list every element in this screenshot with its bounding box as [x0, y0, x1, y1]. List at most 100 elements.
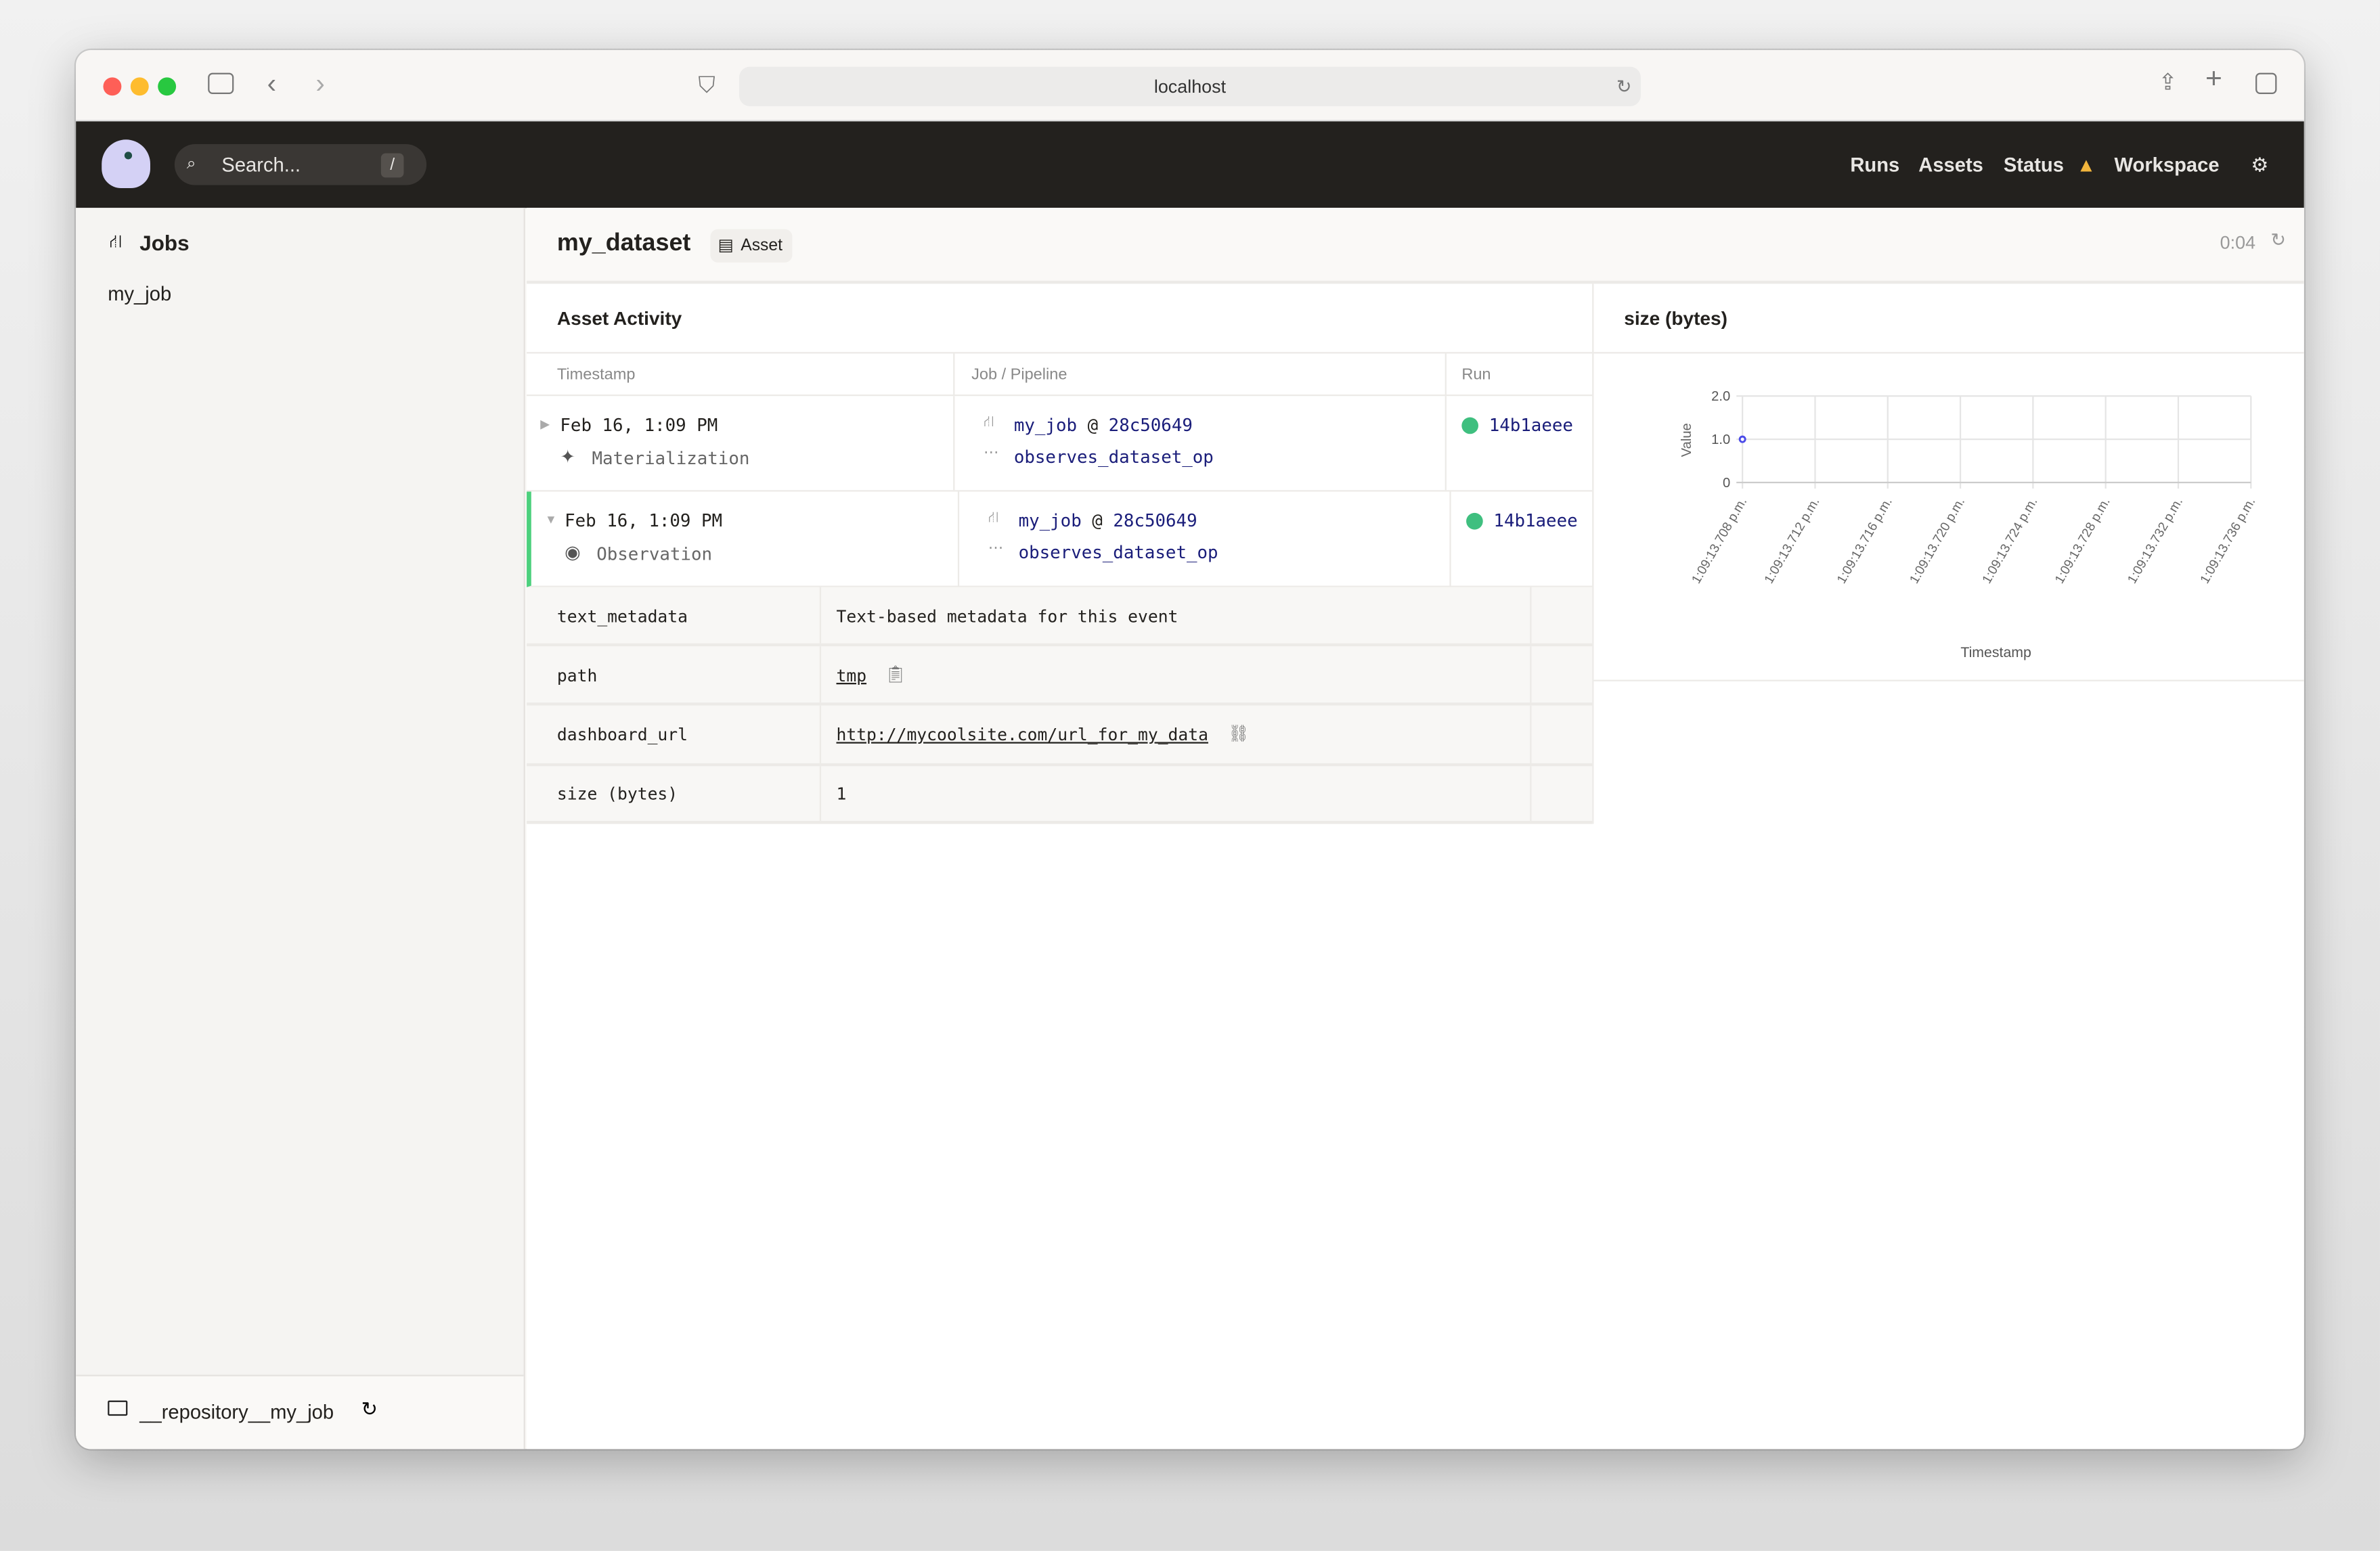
- metadata-row: dashboard_url http://mycoolsite.com/url_f…: [527, 705, 1593, 767]
- column-timestamp: Timestamp: [556, 365, 636, 384]
- at-sign: @: [1087, 414, 1099, 436]
- metadata-value[interactable]: tmp: [836, 665, 867, 685]
- asset-activity-panel: Asset Activity Timestamp Job / Pipeline …: [527, 284, 1594, 824]
- metadata-value: Text-based metadata for this event: [836, 606, 1178, 626]
- x-tick-label: 1:09:13.708 p.m.: [1690, 495, 1750, 586]
- link-icon[interactable]: ⛓: [1228, 725, 1250, 744]
- warning-icon: ▲: [2076, 153, 2096, 177]
- activity-title: Asset Activity: [556, 308, 682, 330]
- x-tick-label: 1:09:13.736 p.m.: [2198, 495, 2259, 586]
- chart-panel: size (bytes) 1:09:13.708 p.m. 1:09:13.712…: [1593, 284, 2304, 681]
- x-tick-label: 1:09:13.712 p.m.: [1762, 495, 1823, 586]
- asset-badge-label: Asset: [741, 236, 783, 255]
- repository-name[interactable]: __repository__my_job: [139, 1400, 334, 1424]
- run-success-status-icon: [1461, 417, 1479, 434]
- reload-icon[interactable]: ↻: [1616, 76, 1632, 97]
- sidebar-item-my-job[interactable]: my_job: [108, 282, 172, 305]
- x-tick-label: 1:09:13.724 p.m.: [1980, 495, 2041, 586]
- asset-badge: ▤ Asset: [710, 229, 792, 263]
- close-window-button[interactable]: [103, 77, 122, 96]
- at-sign: @: [1092, 510, 1103, 531]
- page-title: my_dataset: [556, 230, 691, 256]
- event-timestamp: Feb 16, 1:09 PM: [565, 510, 723, 531]
- run-success-status-icon: [1466, 512, 1483, 530]
- chart-title: size (bytes): [1624, 308, 1727, 330]
- metadata-value[interactable]: http://mycoolsite.com/url_for_my_data: [836, 725, 1208, 745]
- browser-toolbar: ‹ › ⛉ localhost ↻ ⇪ +: [76, 49, 2304, 122]
- eye-icon: ◉: [565, 541, 581, 563]
- address-bar[interactable]: localhost ↻: [739, 66, 1641, 106]
- search-placeholder: Search...: [221, 153, 301, 177]
- run-link[interactable]: 14b1aeee: [1493, 510, 1578, 531]
- sidebar-toggle-icon[interactable]: [208, 72, 234, 95]
- app-header: ⌕ Search... / Runs Assets Status ▲ Works…: [76, 121, 2304, 208]
- y-tick-label: 2.0: [1711, 389, 1730, 404]
- collapse-chevron-icon[interactable]: ▼: [544, 512, 557, 527]
- metadata-key: size (bytes): [556, 784, 678, 805]
- url-text: localhost: [1153, 76, 1227, 97]
- job-link[interactable]: my_job @ 28c50649: [1019, 510, 1197, 531]
- activity-row[interactable]: ▼ Feb 16, 1:09 PM ◉ Observation ⛙ my_job @ 28…: [527, 491, 1593, 587]
- nav-workspace[interactable]: Workspace: [2114, 153, 2220, 177]
- job-icon: ⛙: [984, 414, 994, 431]
- job-name[interactable]: my_job: [1018, 510, 1082, 531]
- op-link[interactable]: observes_dataset_op: [1013, 446, 1214, 468]
- expand-chevron-icon[interactable]: ▶: [540, 417, 550, 431]
- sidebar: ⛙ Jobs my_job __repository__my_job ↻: [76, 208, 525, 1449]
- dagster-logo[interactable]: [102, 139, 150, 189]
- search-icon: ⌕: [186, 154, 196, 173]
- minimize-window-button[interactable]: [130, 77, 149, 96]
- x-axis-label: Timestamp: [1960, 644, 2031, 660]
- job-icon: ⛙: [988, 510, 999, 527]
- x-tick-label: 1:09:13.732 p.m.: [2125, 495, 2186, 586]
- new-tab-icon[interactable]: +: [2205, 64, 2222, 96]
- metadata-row: text_metadata Text-based metadata for thi…: [527, 587, 1593, 647]
- metadata-key: path: [556, 665, 598, 685]
- snapshot-id[interactable]: 28c50649: [1108, 414, 1193, 436]
- op-icon: ⋯: [984, 444, 999, 462]
- maximize-window-button[interactable]: [158, 77, 177, 96]
- data-point[interactable]: [1738, 435, 1746, 443]
- shield-icon: ⛉: [698, 72, 715, 99]
- op-link[interactable]: observes_dataset_op: [1018, 541, 1218, 563]
- job-name[interactable]: my_job: [1013, 414, 1078, 436]
- table-header: Timestamp Job / Pipeline Run: [527, 353, 1593, 397]
- share-icon[interactable]: ⇪: [2158, 70, 2178, 96]
- event-type: Materialization: [592, 447, 750, 469]
- snapshot-id[interactable]: 28c50649: [1113, 510, 1197, 531]
- metadata-key: dashboard_url: [556, 725, 688, 745]
- y-axis-label: Value: [1679, 423, 1694, 457]
- sparkle-icon: ✦: [560, 446, 575, 468]
- tabs-overview-icon[interactable]: [2255, 72, 2277, 95]
- reload-repository-icon[interactable]: ↻: [361, 1397, 378, 1420]
- main-content: my_dataset ▤ Asset 0:04 ↻ Asset Activity …: [527, 208, 2304, 1449]
- y-tick-label: 1.0: [1711, 432, 1730, 447]
- search-input[interactable]: ⌕ Search... /: [174, 144, 427, 185]
- jobs-icon: ⛙: [109, 230, 123, 252]
- copy-clipboard-icon[interactable]: 📋︎: [885, 665, 906, 684]
- forward-icon[interactable]: ›: [315, 68, 325, 99]
- back-icon[interactable]: ‹: [267, 68, 277, 99]
- metadata-row: size (bytes) 1: [527, 766, 1593, 824]
- event-type: Observation: [596, 543, 713, 565]
- refresh-icon[interactable]: ↻: [2270, 229, 2286, 250]
- metadata-row: path tmp 📋︎: [527, 646, 1593, 706]
- nav-assets[interactable]: Assets: [1918, 153, 1983, 177]
- settings-gear-icon[interactable]: ⚙: [2251, 153, 2269, 177]
- nav-status[interactable]: Status: [2003, 153, 2064, 177]
- job-link[interactable]: my_job @ 28c50649: [1014, 414, 1193, 435]
- op-icon: ⋯: [988, 540, 1004, 557]
- run-link[interactable]: 14b1aeee: [1489, 414, 1573, 436]
- sidebar-section-title: Jobs: [139, 230, 190, 255]
- column-run: Run: [1461, 365, 1491, 384]
- y-tick-label: 0: [1723, 476, 1730, 491]
- repository-footer: __repository__my_job ↻: [76, 1374, 524, 1449]
- x-tick-label: 1:09:13.716 p.m.: [1834, 495, 1895, 586]
- size-chart: 1:09:13.708 p.m. 1:09:13.712 p.m. 1:09:13.…: [1679, 389, 2259, 660]
- folder-icon: [108, 1400, 128, 1416]
- activity-row[interactable]: ▶ Feb 16, 1:09 PM ✦ Materialization ⛙ my_job …: [527, 396, 1593, 492]
- metadata-value: 1: [836, 784, 847, 805]
- x-tick-label: 1:09:13.720 p.m.: [1907, 495, 1968, 586]
- nav-runs[interactable]: Runs: [1850, 153, 1900, 177]
- table-icon: ▤: [718, 236, 734, 255]
